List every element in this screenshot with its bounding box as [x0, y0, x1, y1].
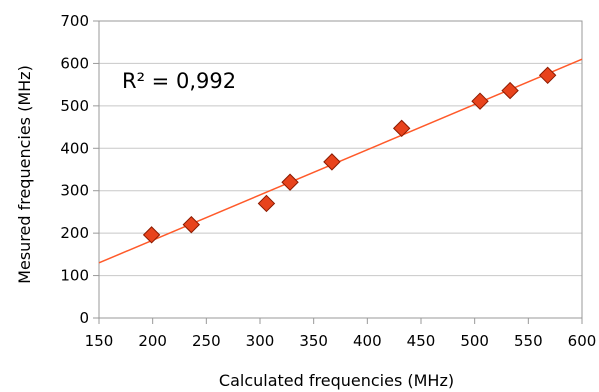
y-tick-label: 700 [60, 12, 89, 30]
data-point-marker [538, 66, 557, 85]
y-axis-ticks: 0 100 200 300 400 500 600 700 [60, 12, 99, 327]
x-tick-label: 600 [568, 332, 597, 350]
r-squared-annotation: R² = 0,992 [122, 69, 236, 93]
x-tick-label: 300 [246, 332, 275, 350]
data-point-marker [257, 194, 276, 213]
x-tick-label: 150 [85, 332, 114, 350]
data-point-marker [501, 81, 519, 100]
x-tick-label: 450 [407, 332, 436, 350]
data-point-marker [471, 92, 489, 110]
y-tick-label: 100 [60, 267, 89, 285]
x-tick-label: 250 [192, 332, 221, 350]
data-point-marker [281, 173, 299, 191]
data-point-marker [392, 119, 411, 138]
data-points [142, 66, 557, 244]
y-tick-label: 300 [60, 182, 89, 200]
plot-area-frame [98, 20, 583, 319]
x-axis-title: Calculated frequencies (MHz) [219, 371, 454, 390]
y-tick-label: 600 [60, 54, 89, 72]
y-tick-label: 500 [60, 97, 89, 115]
x-tick-label: 550 [514, 332, 543, 350]
y-axis-title: Mesured frequencies (MHz) [15, 65, 34, 284]
x-tick-label: 350 [299, 332, 328, 350]
trend-line [98, 58, 583, 264]
y-tick-label: 0 [79, 309, 89, 327]
data-point-marker [323, 153, 341, 171]
gridlines [99, 20, 582, 319]
data-point-marker [182, 215, 201, 234]
y-tick-label: 400 [60, 139, 89, 157]
x-tick-label: 500 [460, 332, 489, 350]
x-axis-ticks: 150 200 250 300 350 400 450 500 550 600 [85, 318, 597, 350]
x-tick-label: 400 [353, 332, 382, 350]
y-tick-label: 200 [60, 224, 89, 242]
x-tick-label: 200 [138, 332, 167, 350]
data-point-marker [142, 226, 161, 244]
